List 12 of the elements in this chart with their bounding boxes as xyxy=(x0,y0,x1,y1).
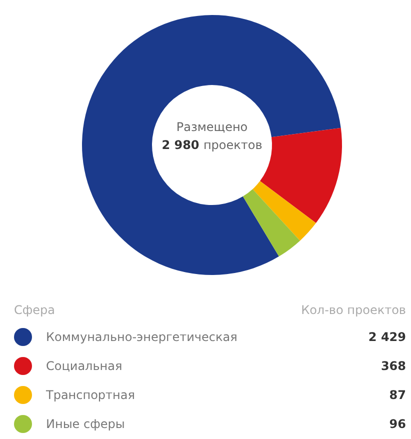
data-label: 87 xyxy=(389,388,406,402)
data-label: 96 xyxy=(389,416,406,430)
text: Кол-во проектов xyxy=(301,303,406,317)
text: Размещено xyxy=(175,119,249,136)
legend-label: Социальная xyxy=(46,358,124,372)
text: 2 980 проектов xyxy=(160,137,264,154)
legend-label: Транспортная xyxy=(46,388,136,402)
legend-label: Иные сферы xyxy=(46,416,126,430)
legend-title: Сфера xyxy=(14,303,56,317)
data-label: 368 xyxy=(380,358,406,372)
legend-label: Коммунально-энергетическая xyxy=(46,330,238,344)
data-label: 2 429 xyxy=(368,330,406,344)
